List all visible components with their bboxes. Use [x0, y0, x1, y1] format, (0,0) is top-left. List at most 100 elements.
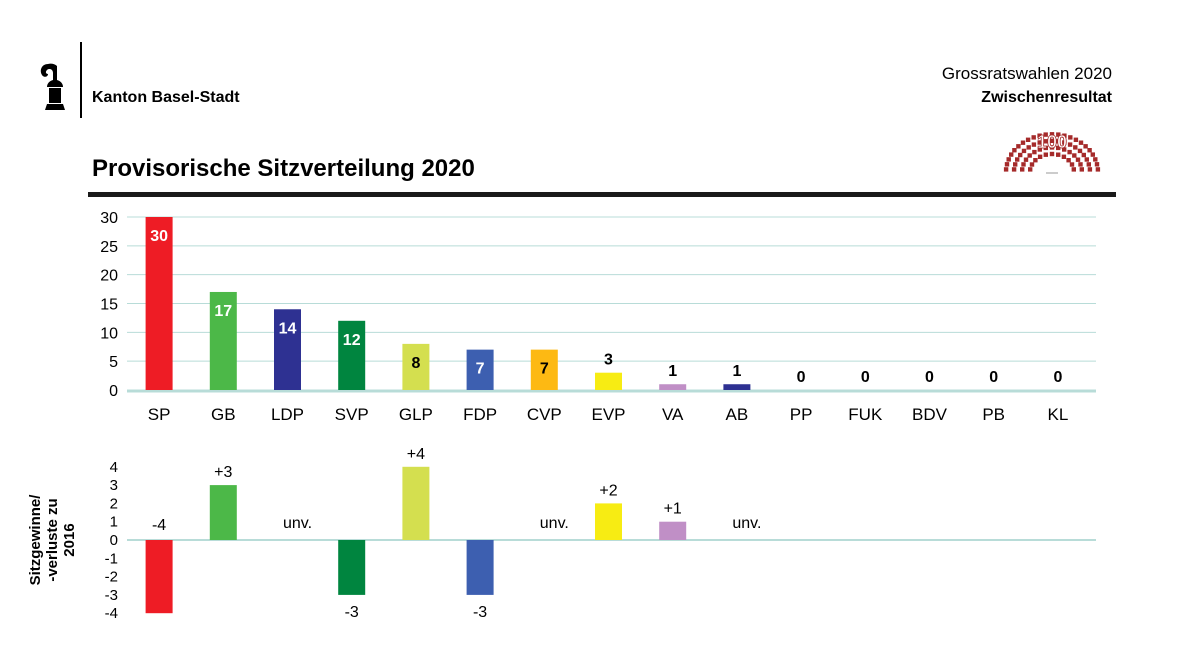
seat-mark: [1031, 135, 1036, 140]
seat-data-label: 17: [214, 303, 232, 320]
seat-mark: [1062, 133, 1067, 138]
seat-mark: [1006, 157, 1011, 162]
change-y-tick-label: -3: [105, 587, 118, 604]
seat-mark: [1020, 140, 1026, 145]
seat-data-label: 1: [732, 363, 741, 380]
seat-bar: [145, 217, 173, 390]
y-tick-label: 20: [100, 268, 118, 285]
seat-bar: [723, 384, 751, 390]
seat-mark: [1018, 152, 1023, 158]
seat-mark: [1062, 147, 1067, 152]
seat-mark: [1013, 162, 1018, 167]
seat-mark: [1068, 135, 1073, 140]
x-tick-label: FUK: [848, 405, 883, 424]
seat-bar: [274, 309, 301, 390]
seat-mark: [1056, 145, 1061, 151]
seat-mark: [1066, 158, 1071, 163]
seat-mark: [1083, 144, 1088, 149]
change-y-tick-label: -1: [105, 550, 118, 567]
seat-mark: [1087, 167, 1093, 172]
seat-mark: [1043, 132, 1048, 137]
x-tick-label: VA: [662, 405, 684, 424]
x-tick-label: BDV: [912, 405, 948, 424]
seat-data-label: 8: [411, 355, 420, 372]
change-y-tick-label: -4: [105, 605, 118, 622]
seat-mark: [1033, 158, 1038, 163]
change-bar: [466, 540, 494, 595]
seat-mark: [1043, 139, 1048, 144]
change-data-label: unv.: [540, 515, 569, 532]
seat-mark: [1032, 149, 1037, 155]
y-tick-label: 15: [100, 297, 118, 314]
seat-mark: [1023, 157, 1029, 162]
y-tick-label: 0: [109, 383, 118, 400]
x-tick-label: FDP: [463, 405, 497, 424]
seat-mark: [1049, 145, 1055, 150]
logo-divider: [80, 42, 82, 118]
seat-data-label: 7: [476, 361, 485, 378]
x-tick-label: EVP: [591, 405, 625, 424]
seat-mark: [1086, 162, 1091, 167]
canton-name: Kanton Basel-Stadt: [92, 89, 240, 106]
seat-mark: [1078, 140, 1084, 145]
seat-bar: [659, 384, 687, 390]
change-y-tick-label: 2: [110, 495, 118, 512]
change-bar: [595, 503, 622, 540]
seat-mark: [1020, 167, 1025, 172]
seat-mark: [1043, 145, 1048, 151]
x-tick-label: CVP: [527, 405, 562, 424]
y-axis-label-line: Sitzgewinne/: [27, 494, 44, 586]
seat-mark: [1031, 142, 1037, 147]
change-y-tick-label: 4: [110, 459, 118, 476]
change-data-label: +1: [664, 501, 682, 518]
change-y-tick-label: -2: [105, 569, 118, 586]
seat-bar: [338, 320, 366, 390]
seat-mark: [1037, 154, 1043, 159]
seat-mark: [1062, 140, 1067, 145]
change-data-label: +3: [214, 464, 232, 481]
seat-mark: [1079, 167, 1084, 172]
seat-mark: [1095, 167, 1101, 172]
x-tick-label: SP: [148, 405, 171, 424]
seat-mark: [1056, 139, 1061, 144]
seat-mark: [1025, 137, 1031, 142]
seat-mark: [1067, 149, 1072, 155]
seat-mark: [1056, 152, 1061, 157]
change-bar: [209, 485, 237, 540]
seat-data-label: 14: [279, 320, 297, 337]
change-data-label: -3: [345, 604, 359, 621]
y-axis-label-line: -verluste zu: [44, 498, 61, 581]
seat-mark: [1016, 144, 1021, 149]
seat-bar: [595, 372, 622, 390]
x-tick-label: AB: [726, 405, 749, 424]
seat-mark: [1021, 162, 1026, 167]
seat-bar: [402, 343, 430, 390]
seat-mark: [1021, 148, 1027, 154]
seat-mark: [1090, 152, 1095, 157]
x-tick-label: KL: [1048, 405, 1069, 424]
seat-data-label: 0: [1053, 369, 1062, 386]
seat-mark: [1027, 153, 1032, 158]
seat-mark: [1067, 142, 1073, 147]
seat-mark: [1043, 152, 1048, 157]
y-tick-label: 25: [100, 239, 118, 256]
seat-data-label: 0: [861, 369, 870, 386]
x-tick-label: LDP: [271, 405, 304, 424]
change-y-axis-label: Sitzgewinne/-verluste zu2016: [27, 494, 78, 586]
seat-mark: [1026, 145, 1031, 150]
x-tick-label: SVP: [335, 405, 369, 424]
x-tick-label: GLP: [399, 405, 433, 424]
seat-mark: [1012, 148, 1017, 153]
seat-mark: [1015, 157, 1020, 162]
seat-mark: [1003, 167, 1009, 172]
seat-mark: [1037, 140, 1042, 145]
election-title: Grossratswahlen 2020: [941, 64, 1112, 83]
seat-mark: [1069, 162, 1075, 167]
seat-mark: [1037, 133, 1042, 138]
seat-mark: [1049, 138, 1055, 143]
seat-mark: [1073, 137, 1079, 142]
seat-mark: [1037, 147, 1042, 152]
change-y-tick-label: 1: [110, 514, 118, 531]
